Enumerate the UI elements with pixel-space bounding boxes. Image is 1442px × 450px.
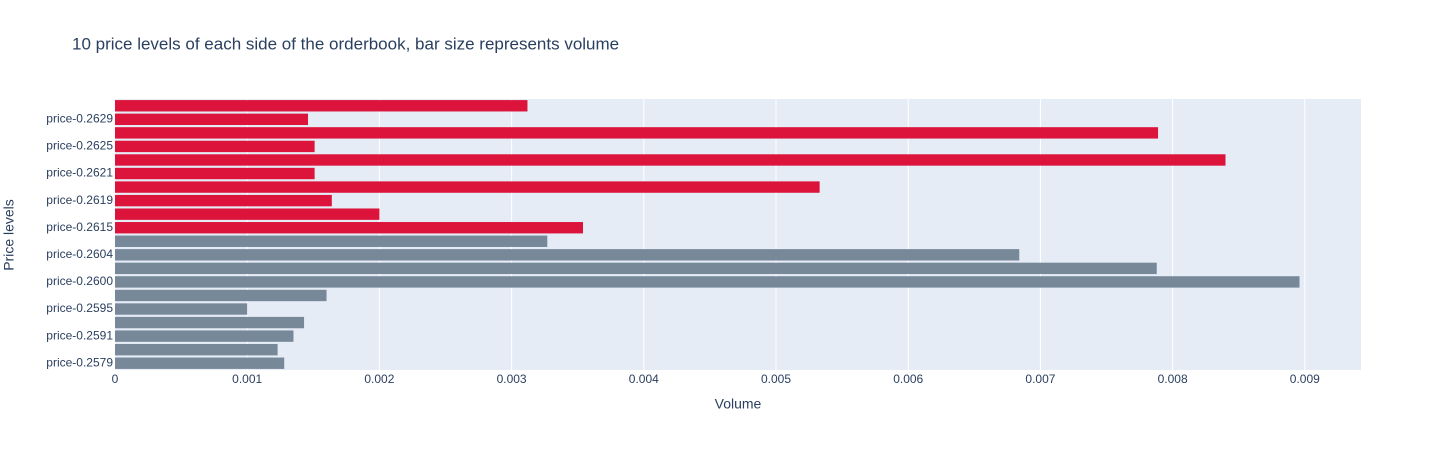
bar: [115, 276, 1300, 288]
y-tick-label: price-0.2600: [46, 274, 113, 288]
bar: [115, 194, 332, 207]
bar: [115, 235, 548, 247]
bar: [115, 181, 820, 193]
x-tick-label: 0.006: [893, 372, 923, 386]
y-tick-label: price-0.2579: [46, 355, 113, 369]
bar: [115, 222, 583, 234]
bar: [115, 208, 380, 220]
y-tick-label: price-0.2621: [46, 166, 113, 180]
x-axis-title: Volume: [715, 396, 762, 412]
x-tick-label: 0.005: [761, 372, 791, 386]
x-tick-label: 0.007: [1025, 372, 1055, 386]
bar: [115, 167, 315, 180]
bar: [115, 289, 327, 302]
y-tick-label: price-0.2591: [46, 328, 113, 342]
bar: [115, 100, 528, 112]
x-tick-label: 0.009: [1290, 372, 1320, 386]
bar: [115, 113, 309, 126]
bar: [115, 343, 278, 356]
plot-background: [115, 99, 1361, 370]
y-tick-label: price-0.2629: [46, 111, 113, 125]
bar: [115, 330, 294, 342]
y-tick-label: price-0.2604: [46, 247, 113, 261]
y-tick-label: price-0.2615: [46, 220, 113, 234]
x-tick-label: 0.001: [232, 372, 262, 386]
x-tick-label: 0.004: [629, 372, 659, 386]
chart-title: 10 price levels of each side of the orde…: [72, 34, 619, 53]
bar: [115, 154, 1226, 166]
x-tick-label: 0.008: [1158, 372, 1188, 386]
bar: [115, 127, 1159, 139]
x-tick-label: 0.002: [364, 372, 394, 386]
bar: [115, 140, 315, 153]
x-tick-label: 0: [112, 372, 119, 386]
bar: [115, 262, 1157, 275]
bar: [115, 316, 305, 329]
x-tick-label: 0.003: [497, 372, 527, 386]
bar: [115, 357, 285, 369]
y-tick-label: price-0.2595: [46, 301, 113, 315]
bar: [115, 303, 248, 315]
y-axis-title: Price levels: [1, 199, 17, 271]
y-tick-label: price-0.2619: [46, 193, 113, 207]
y-tick-label: price-0.2625: [46, 139, 113, 153]
bar: [115, 249, 1020, 261]
